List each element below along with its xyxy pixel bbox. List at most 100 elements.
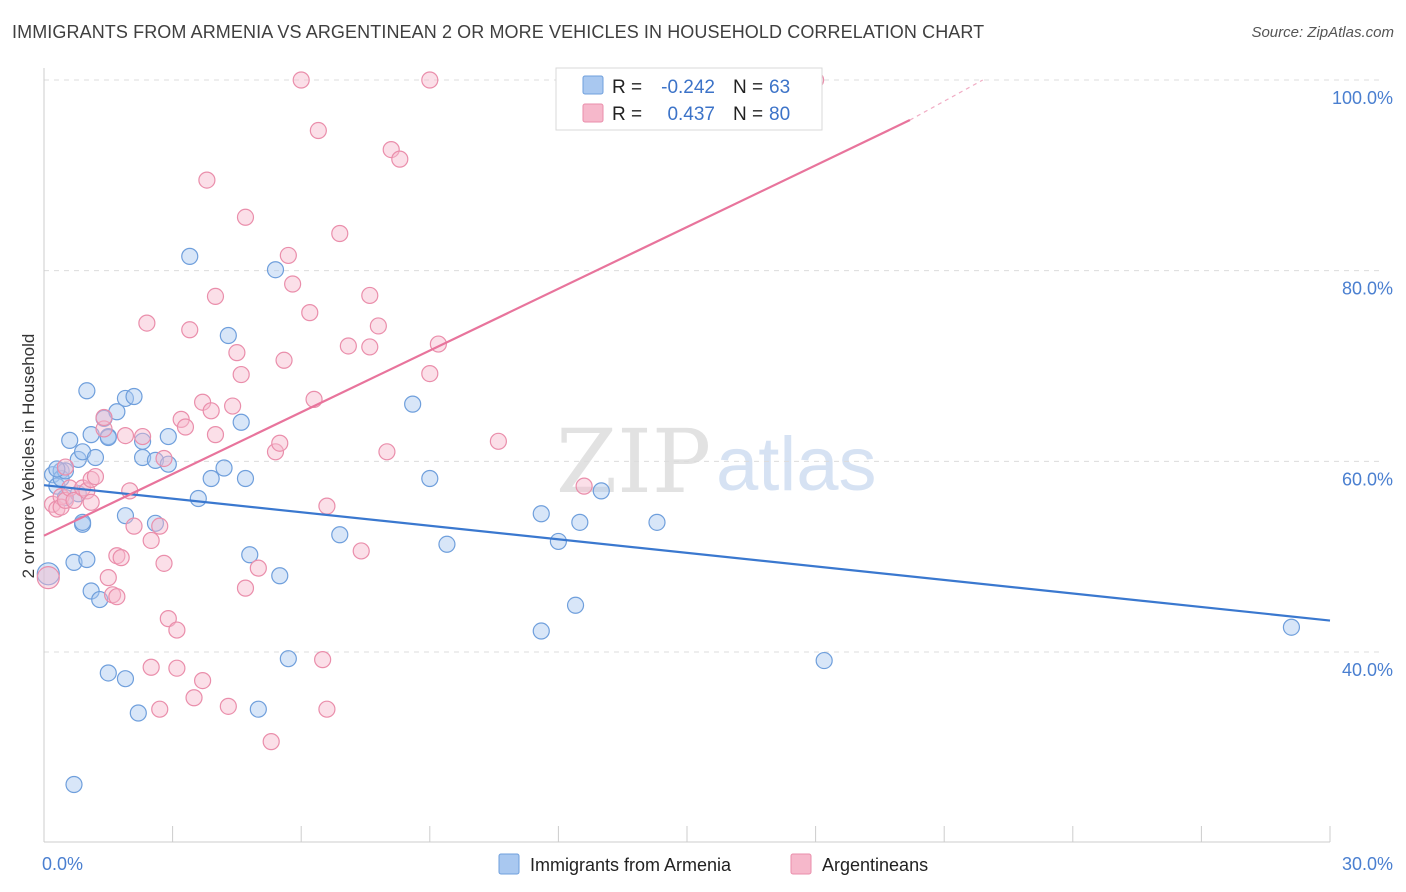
y-axis-title: 2 or more Vehicles in Household xyxy=(19,334,38,579)
point-argentinean-65 xyxy=(331,224,349,243)
point-argentinean-34 xyxy=(168,621,186,639)
tick-labels: 40.0% 60.0% 80.0% 100.0% 0.0% 30.0% xyxy=(42,88,1393,874)
stats-r-value-armenia: -0.242 xyxy=(661,77,715,98)
x-tick-label-0: 0.0% xyxy=(42,854,83,874)
point-armenia-57 xyxy=(592,482,610,500)
stats-n-label-argentinean: N = xyxy=(733,104,763,125)
point-argentinean-21 xyxy=(116,426,135,445)
point-armenia-23 xyxy=(99,664,117,682)
point-argentinean-54 xyxy=(271,434,289,452)
point-armenia-44 xyxy=(249,700,267,718)
point-armenia-43 xyxy=(241,546,259,564)
point-argentinean-0 xyxy=(36,566,60,590)
x-tick-label-1: 30.0% xyxy=(1342,854,1393,874)
source-credit: Source: ZipAtlas.com xyxy=(1251,24,1394,41)
point-argentinean-71 xyxy=(378,443,396,461)
point-armenia-53 xyxy=(532,622,550,640)
point-argentinean-59 xyxy=(301,304,319,322)
point-argentinean-20 xyxy=(112,549,130,567)
point-armenia-56 xyxy=(571,513,589,531)
point-argentinean-62 xyxy=(314,651,332,669)
point-argentinean-51 xyxy=(249,559,267,577)
trendlines xyxy=(43,79,1331,622)
point-argentinean-53 xyxy=(266,443,285,461)
point-armenia-35 xyxy=(159,427,177,446)
point-argentinean-67 xyxy=(352,542,370,560)
point-argentinean-50 xyxy=(236,579,255,597)
stats-n-value-armenia: 63 xyxy=(769,77,790,98)
point-argentinean-42 xyxy=(202,402,220,420)
point-argentinean-57 xyxy=(284,275,302,293)
point-armenia-38 xyxy=(202,469,220,488)
point-argentinean-13 xyxy=(86,467,105,486)
chart-title: IMMIGRANTS FROM ARMENIA VS ARGENTINEAN 2… xyxy=(12,22,985,42)
point-armenia-54 xyxy=(549,532,568,551)
point-argentinean-63 xyxy=(318,497,336,515)
point-armenia-36 xyxy=(181,247,199,265)
point-armenia-61 xyxy=(65,775,83,794)
point-argentinean-27 xyxy=(142,658,160,676)
point-argentinean-39 xyxy=(194,671,212,690)
point-armenia-45 xyxy=(266,261,285,279)
point-argentinean-78 xyxy=(575,477,593,495)
gridlines xyxy=(44,79,1380,653)
y-tick-label-0: 40.0% xyxy=(1342,660,1393,680)
legend-swatch-armenia xyxy=(498,853,520,875)
point-armenia-14 xyxy=(78,382,96,400)
point-argentinean-43 xyxy=(206,287,225,306)
stats-swatch-argentinean xyxy=(582,103,604,123)
point-armenia-42 xyxy=(236,469,255,488)
legend-label-armenia: Immigrants from Armenia xyxy=(530,855,732,875)
y-tick-label-3: 100.0% xyxy=(1332,88,1393,108)
point-argentinean-55 xyxy=(275,351,293,369)
point-argentinean-61 xyxy=(309,121,327,140)
legend-swatch-argentinean xyxy=(790,853,812,875)
point-armenia-60 xyxy=(1282,618,1301,636)
point-argentinean-30 xyxy=(155,554,173,572)
point-armenia-46 xyxy=(271,567,289,585)
point-argentinean-38 xyxy=(185,689,203,707)
point-armenia-19 xyxy=(91,590,109,609)
point-argentinean-47 xyxy=(228,344,246,362)
point-armenia-37 xyxy=(189,489,207,508)
point-argentinean-45 xyxy=(219,697,237,715)
point-armenia-28 xyxy=(125,387,143,406)
point-argentinean-68 xyxy=(361,286,379,305)
point-argentinean-49 xyxy=(236,208,255,226)
point-argentinean-32 xyxy=(159,610,177,628)
point-armenia-26 xyxy=(116,670,135,688)
trendline-armenia xyxy=(43,484,1331,622)
point-argentinean-24 xyxy=(133,427,152,446)
series-argentinean-points xyxy=(36,71,825,751)
point-armenia-55 xyxy=(566,596,585,614)
point-armenia-59 xyxy=(815,651,833,670)
point-argentinean-70 xyxy=(369,317,387,335)
stats-n-label-armenia: N = xyxy=(733,77,763,98)
stats-n-value-argentinean: 80 xyxy=(769,104,790,125)
point-armenia-22 xyxy=(99,428,117,447)
point-argentinean-23 xyxy=(125,517,143,535)
point-armenia-15 xyxy=(78,550,96,569)
point-argentinean-33 xyxy=(168,659,186,677)
point-armenia-48 xyxy=(331,526,349,544)
point-armenia-58 xyxy=(648,513,666,531)
point-armenia-50 xyxy=(421,469,439,488)
point-argentinean-66 xyxy=(339,337,357,355)
stats-r-label-argentinean: R = xyxy=(612,104,642,125)
legend: Immigrants from Armenia Argentineans xyxy=(498,853,928,875)
stats-box: R = -0.242 N = 63 R = 0.437 N = 80 xyxy=(555,67,823,131)
point-argentinean-6 xyxy=(56,458,75,476)
point-argentinean-56 xyxy=(279,246,297,265)
axes xyxy=(43,68,1331,843)
point-armenia-29 xyxy=(129,704,147,722)
watermark: ZIP atlas xyxy=(556,410,877,513)
stats-swatch-armenia xyxy=(582,75,604,95)
point-armenia-51 xyxy=(438,535,456,553)
point-argentinean-16 xyxy=(99,569,117,587)
point-armenia-49 xyxy=(404,395,422,413)
point-argentinean-73 xyxy=(391,150,409,168)
point-argentinean-31 xyxy=(155,449,173,468)
point-argentinean-44 xyxy=(206,426,225,444)
point-argentinean-36 xyxy=(176,418,195,436)
